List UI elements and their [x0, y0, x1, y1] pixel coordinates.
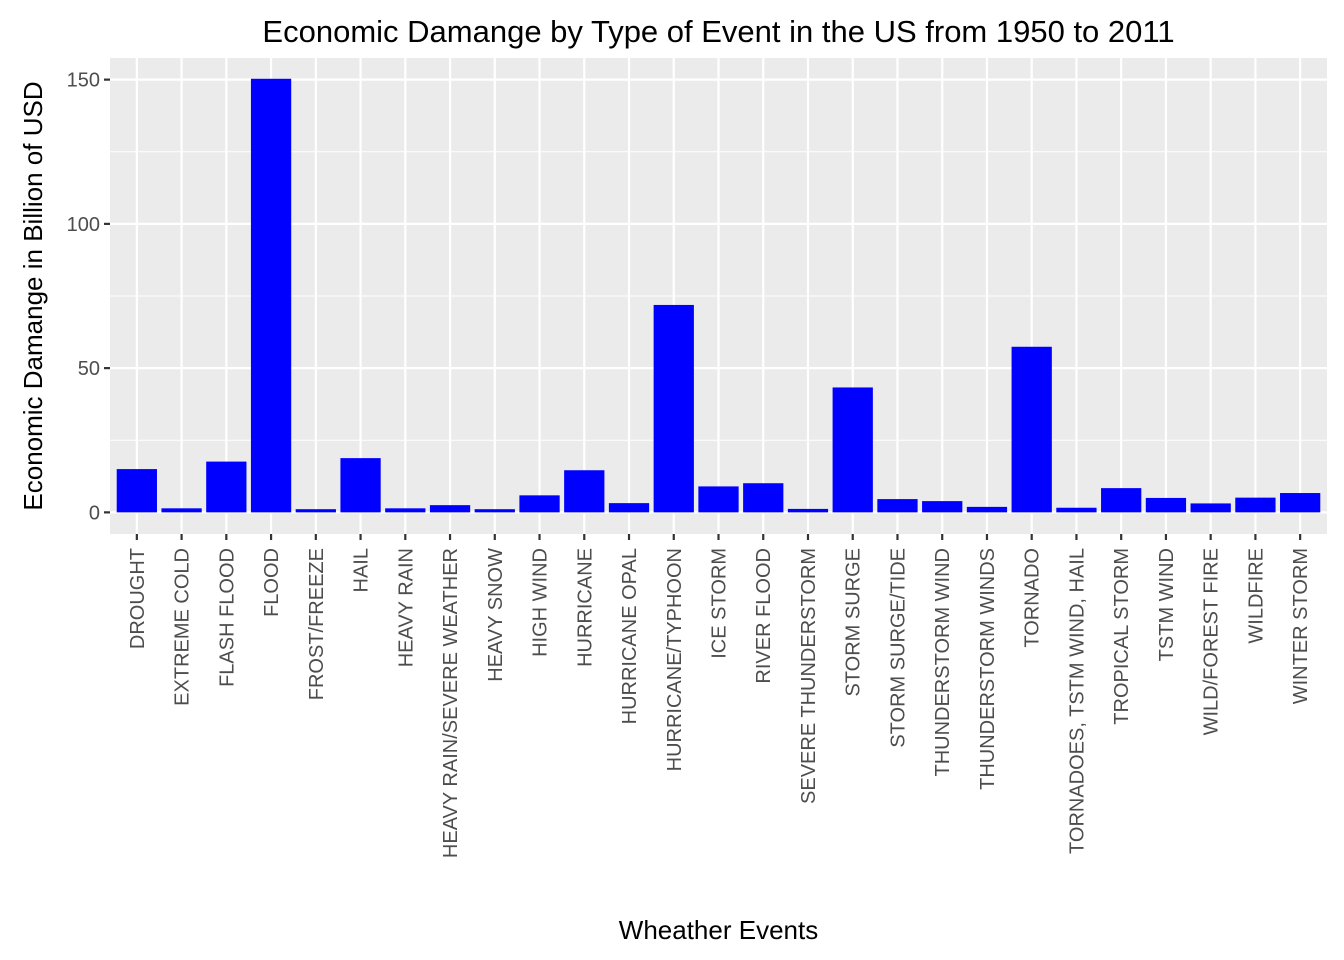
x-tick-label: WILDFIRE	[1245, 548, 1267, 644]
x-tick-label: HEAVY RAIN	[395, 548, 417, 667]
bar-high-wind	[519, 495, 560, 513]
bar-hurricane-typhoon	[653, 304, 694, 513]
x-tick-label: STORM SURGE	[843, 548, 865, 697]
x-axis-ticks: DROUGHT EXTREME COLD FLASH FLOOD FLOOD FROST…	[127, 534, 1312, 858]
x-tick-label: ICE STORM	[709, 548, 731, 659]
bar-thunderstorm-wind	[922, 501, 963, 513]
x-tick-label: HEAVY RAIN/SEVERE WEATHER	[440, 548, 462, 858]
bar-river-flood	[743, 483, 784, 513]
bar-hurricane	[564, 470, 605, 513]
bar-heavy-rain-severe-weather	[429, 505, 471, 513]
chart-title: Economic Damange by Type of Event in the…	[262, 14, 1174, 49]
bar-tornadoes-tstm-wind-hail	[1056, 507, 1097, 513]
bar-flash-flood	[206, 461, 247, 513]
x-tick-label: THUNDERSTORM WINDS	[977, 548, 999, 790]
bar-wild-forest-fire	[1190, 503, 1231, 513]
bar-frost-freeze	[295, 509, 336, 513]
y-tick-label: 150	[67, 70, 100, 92]
y-axis-ticks: 0 50 100 150	[67, 70, 110, 524]
y-tick-label: 100	[67, 214, 100, 236]
x-tick-label: HURRICANE OPAL	[619, 548, 641, 724]
bar-heavy-rain	[385, 508, 426, 513]
bar-drought	[116, 469, 157, 513]
x-tick-label: FLASH FLOOD	[216, 548, 238, 687]
bar-wildfire	[1235, 497, 1276, 513]
x-tick-label: TORNADO	[1022, 548, 1044, 648]
bar-hail	[340, 458, 381, 513]
bar-winter-storm	[1280, 493, 1321, 513]
x-tick-label: THUNDERSTORM WIND	[932, 548, 954, 777]
x-tick-label: TSTM WIND	[1156, 548, 1178, 661]
x-tick-label: HURRICANE	[574, 548, 596, 667]
bar-ice-storm	[698, 486, 739, 513]
y-tick-label: 0	[89, 502, 100, 524]
bar-hurricane-opal	[608, 503, 650, 513]
x-tick-label: DROUGHT	[127, 548, 149, 649]
bar-thunderstorm-winds	[966, 506, 1008, 513]
bar-severe-thunderstorm	[787, 508, 829, 513]
x-tick-label: TROPICAL STORM	[1111, 548, 1133, 725]
bar-storm-surge	[832, 387, 873, 513]
x-tick-label: WILD/FOREST FIRE	[1201, 548, 1223, 735]
bar-heavy-snow	[474, 509, 515, 513]
x-tick-label: STORM SURGE/TIDE	[887, 548, 909, 748]
x-axis-title: Wheather Events	[619, 915, 818, 945]
y-axis-title: Economic Damange in Billion of USD	[18, 81, 48, 510]
x-tick-label: FROST/FREEZE	[306, 548, 328, 700]
bar-storm-surge-tide	[877, 499, 918, 513]
x-tick-label: RIVER FLOOD	[753, 548, 775, 684]
y-tick-label: 50	[78, 358, 100, 380]
x-tick-label: TORNADOES, TSTM WIND, HAIL	[1066, 548, 1088, 854]
x-tick-label: HIGH WIND	[530, 548, 552, 657]
bars	[116, 78, 1321, 513]
x-tick-label: HAIL	[351, 548, 373, 592]
bar-tornado	[1011, 346, 1052, 513]
x-tick-label: FLOOD	[261, 548, 283, 617]
x-tick-label: HEAVY SNOW	[485, 548, 507, 682]
x-tick-label: SEVERE THUNDERSTORM	[798, 548, 820, 804]
x-tick-label: EXTREME COLD	[172, 548, 194, 706]
bar-flood	[250, 78, 292, 513]
bar-tstm-wind	[1145, 497, 1187, 513]
bar-extreme-cold	[161, 508, 202, 513]
x-tick-label: HURRICANE/TYPHOON	[664, 548, 686, 771]
x-tick-label: WINTER STORM	[1290, 548, 1312, 704]
bar-tropical-storm	[1101, 488, 1142, 513]
